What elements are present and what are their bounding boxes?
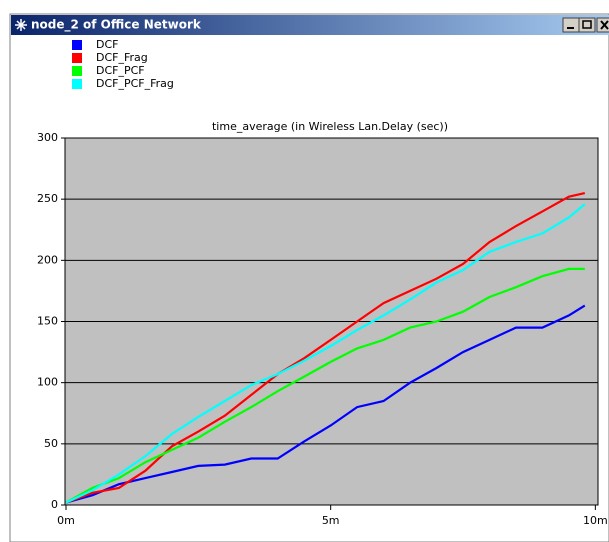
y-tick-label: 50 [44,437,58,450]
legend-swatch [72,53,82,63]
maximize-button[interactable] [578,17,596,33]
y-tick-label: 300 [37,131,58,144]
series-line [65,304,586,504]
x-tick-label: 10m [583,514,608,527]
series-line [65,267,585,504]
x-tick-label: 5m [322,514,340,527]
y-tick-label: 250 [37,192,58,205]
y-tick-label: 0 [51,498,58,511]
window-icon [15,19,27,31]
close-button[interactable] [596,17,609,33]
y-tick-label: 150 [37,315,58,328]
x-tick-label: 0m [57,514,75,527]
legend-label: DCF_PCF_Frag [96,77,174,90]
title-bar [11,15,609,35]
minimize-button[interactable] [562,17,580,33]
series-line [65,192,586,504]
legend-label: DCF [96,38,118,51]
window-title: node_2 of Office Network [31,18,202,33]
legend-label: DCF_Frag [96,51,148,64]
legend-swatch [72,66,82,76]
y-tick-label: 200 [37,253,58,266]
legend-label: DCF_PCF [96,64,145,77]
chart-title: time_average (in Wireless Lan.Delay (sec… [212,120,448,133]
series-line [65,203,586,504]
legend-swatch [72,40,82,50]
y-tick-label: 100 [37,376,58,389]
legend-swatch [72,79,82,89]
